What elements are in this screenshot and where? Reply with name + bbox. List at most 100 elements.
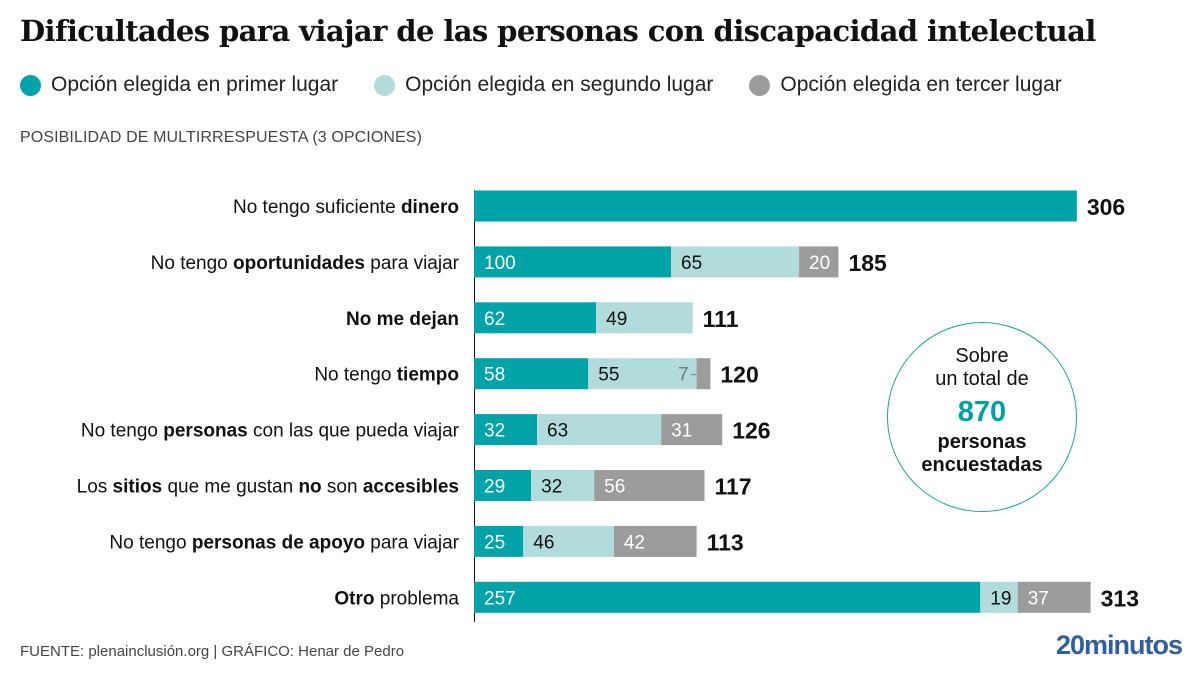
bar-segment-1	[474, 246, 671, 278]
bar-segment-1	[474, 581, 981, 613]
segment-value-label: 37	[1028, 588, 1049, 609]
category-label: No tengo tiempo	[314, 365, 459, 386]
category-label-part: no	[298, 477, 321, 498]
segment-value-label: 19	[990, 588, 1011, 609]
chart-title: Dificultades para viajar de las personas…	[20, 14, 1096, 48]
total-value-label: 113	[707, 529, 744, 555]
bar-segment-3	[661, 414, 723, 446]
bar-segment-1	[474, 302, 597, 334]
total-value-label: 185	[848, 250, 887, 276]
category-label: No tengo oportunidades para viajar	[151, 253, 460, 274]
category-label: Otro problema	[334, 588, 459, 609]
category-label-part: con las que pueda viajar	[248, 421, 460, 442]
callout-line: personas	[937, 431, 1027, 453]
segment-value-label: 62	[484, 309, 505, 330]
brand-logo: 20minutos	[1055, 630, 1183, 660]
category-label: No tengo personas con las que pueda viaj…	[81, 421, 460, 442]
category-label-part: para viajar	[365, 532, 460, 553]
category-label-part: No me dejan	[346, 309, 459, 330]
segment-value-label: 100	[484, 253, 516, 274]
total-value-label: 117	[714, 474, 751, 500]
category-label-part: personas de apoyo	[192, 532, 365, 553]
bar-segment-3	[799, 246, 839, 278]
category-label-part: Los	[77, 477, 113, 498]
category-label-part: accesibles	[363, 477, 459, 498]
total-value-label: 306	[1087, 194, 1125, 220]
segment-value-label: 46	[533, 532, 554, 553]
legend-label: Opción elegida en primer lugar	[51, 73, 339, 96]
category-label-part: que me gustan	[162, 477, 298, 498]
segment-value-label: 42	[624, 532, 645, 553]
category-label-part: oportunidades	[233, 253, 365, 274]
legend-label: Opción elegida en segundo lugar	[405, 73, 714, 96]
bar-segment-3	[1017, 581, 1091, 613]
bar-segment-1	[474, 470, 532, 501]
bar-segment-3	[613, 525, 697, 557]
category-label-part: tiempo	[397, 365, 459, 386]
legend-label: Opción elegida en tercer lugar	[780, 73, 1062, 96]
segment-value-label: 32	[541, 477, 562, 498]
bar-segment-2	[531, 470, 595, 501]
bar-segment-1	[474, 190, 1077, 222]
category-label: No me dejan	[346, 309, 459, 330]
source-credit: FUENTE: plenainclusión.org | GRÁFICO: He…	[20, 643, 405, 660]
segment-value-label: 7	[678, 365, 689, 386]
segment-value-label: 63	[547, 421, 568, 442]
category-label-part: son	[322, 477, 363, 498]
segment-value-label: 58	[484, 365, 505, 386]
bar-segment-1	[474, 525, 524, 557]
category-label-part: No tengo suficiente	[233, 197, 401, 218]
category-label-part: No tengo	[109, 532, 191, 553]
callout-line: Sobre	[955, 345, 1009, 367]
category-label-part: No tengo	[314, 365, 396, 386]
category-label-part: dinero	[401, 197, 459, 218]
legend-dot-icon	[20, 74, 41, 96]
legend-dot-icon	[374, 74, 396, 96]
category-label-part: Otro	[334, 588, 374, 609]
segment-value-label: 55	[598, 365, 619, 386]
legend: Opción elegida en primer lugar Opción el…	[20, 70, 1098, 100]
callout-line: un total de	[935, 368, 1029, 390]
bar-segment-1	[474, 358, 589, 390]
bar-segment-2	[671, 246, 800, 278]
bar-segment-3	[696, 358, 711, 390]
chart-subtitle: POSIBILIDAD DE MULTIRRESPUESTA (3 OPCION…	[20, 129, 423, 146]
bar-segment-3	[594, 470, 705, 501]
callout-line: encuestadas	[921, 454, 1043, 476]
bar-segment-2	[523, 525, 614, 557]
segment-value-label: 25	[484, 532, 505, 553]
category-label-part: problema	[375, 588, 460, 609]
category-label-part: No tengo	[81, 421, 163, 442]
callout-number: 870	[957, 396, 1007, 428]
category-label-part: sitios	[113, 477, 163, 498]
segment-value-label: 32	[484, 421, 505, 442]
total-value-label: 313	[1101, 585, 1139, 611]
total-value-label: 111	[703, 306, 739, 332]
bar-segment-2	[980, 581, 1018, 613]
bar-segment-2	[588, 358, 697, 390]
legend-item-first: Opción elegida en primer lugar	[20, 73, 338, 97]
bar-segment-2	[596, 302, 693, 334]
category-label-part: para viajar	[365, 253, 460, 274]
total-value-label: 126	[732, 418, 770, 444]
segment-value-label: 29	[484, 477, 505, 498]
legend-dot-icon	[749, 74, 771, 96]
segment-value-label: 257	[484, 588, 516, 609]
category-label-part: personas	[163, 421, 247, 442]
category-label: No tengo personas de apoyo para viajar	[109, 532, 459, 553]
total-value-label: 120	[720, 362, 758, 388]
category-label: No tengo suficiente dinero	[233, 197, 459, 218]
category-label-part: No tengo	[151, 253, 233, 274]
segment-value-label: 20	[809, 253, 830, 274]
bar-segment-1	[474, 414, 538, 446]
segment-value-label: 56	[604, 477, 625, 498]
segment-value-label: 65	[681, 253, 702, 274]
legend-item-second: Opción elegida en segundo lugar	[374, 73, 713, 97]
legend-item-third: Opción elegida en tercer lugar	[749, 73, 1062, 97]
segment-value-label: 49	[606, 309, 627, 330]
total-respondents-callout: Sobre un total de 870 personas encuestad…	[887, 322, 1077, 512]
segment-value-label: 31	[671, 421, 692, 442]
bar-segment-2	[537, 414, 662, 446]
category-label: Los sitios que me gustan no son accesibl…	[77, 477, 459, 498]
